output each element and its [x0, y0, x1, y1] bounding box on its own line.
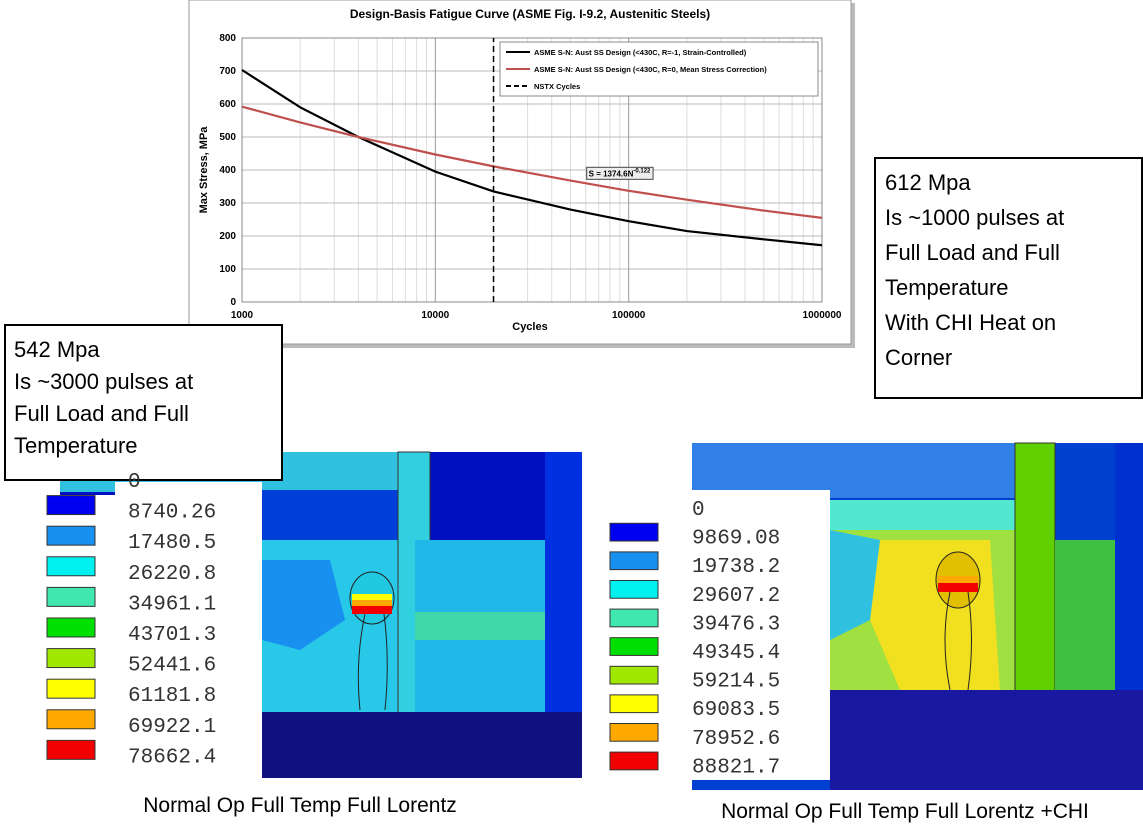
contour-swatch — [47, 740, 95, 759]
contour-swatch — [47, 496, 95, 515]
note-line: 542 Mpa — [14, 337, 100, 362]
contour-swatch — [610, 695, 658, 713]
chart-title: Design-Basis Fatigue Curve (ASME Fig. I-… — [350, 7, 710, 21]
contour-level: 0 — [692, 499, 705, 522]
x-tick-label: 10000 — [421, 310, 449, 321]
contour-swatch — [610, 552, 658, 570]
contour-level: 19738.2 — [692, 556, 780, 579]
note-line: 612 Mpa — [885, 170, 971, 195]
contour-swatch — [610, 523, 658, 541]
caption: Normal Op Full Temp Full Lorentz +CHI — [721, 800, 1089, 823]
contour-level: 17480.5 — [128, 532, 216, 555]
contour-level: 69922.1 — [128, 716, 216, 739]
y-tick-label: 600 — [219, 99, 236, 110]
contour-level: 39476.3 — [692, 613, 780, 636]
y-tick-label: 800 — [219, 33, 236, 44]
contour-swatch — [610, 666, 658, 684]
slide: Design-Basis Fatigue Curve (ASME Fig. I-… — [0, 0, 1143, 830]
note-line: Temperature — [14, 433, 138, 458]
fea-right — [600, 443, 1143, 790]
contour-level: 69083.5 — [692, 699, 780, 722]
contour-level: 26220.8 — [128, 563, 216, 586]
y-tick-label: 0 — [230, 297, 236, 308]
contour-level: 78952.6 — [692, 728, 780, 751]
contour-swatch — [47, 710, 95, 729]
contour-swatch — [610, 752, 658, 770]
x-axis-label: Cycles — [512, 321, 547, 333]
note-line: With CHI Heat on — [885, 310, 1056, 335]
contour-level: 34961.1 — [128, 593, 216, 616]
contour-swatch — [47, 526, 95, 545]
x-tick-label: 1000000 — [803, 310, 842, 321]
contour-level: 0 — [128, 471, 141, 494]
contour-level: 43701.3 — [128, 624, 216, 647]
contour-swatch — [47, 587, 95, 606]
contour-swatch — [610, 580, 658, 598]
contour-level: 9869.08 — [692, 528, 780, 551]
x-tick-label: 100000 — [612, 310, 646, 321]
note-line: Temperature — [885, 275, 1009, 300]
contour-swatch — [610, 638, 658, 656]
x-tick-label: 1000 — [231, 310, 254, 321]
legend-label: ASME S-N: Aust SS Design (<430C, R=0, Me… — [534, 65, 767, 74]
note-line: Is ~3000 pulses at — [14, 369, 193, 394]
page: Design-Basis Fatigue Curve (ASME Fig. I-… — [0, 0, 1143, 830]
contour-swatch — [47, 679, 95, 698]
contour-level: 88821.7 — [692, 756, 780, 779]
annotation-text: S = 1374.6N — [589, 169, 634, 178]
contour-swatch — [610, 609, 658, 627]
contour-level: 78662.4 — [128, 746, 216, 769]
y-axis-label: Max Stress, MPa — [198, 126, 210, 214]
note-line: Full Load and Full — [14, 401, 189, 426]
contour-swatch — [47, 649, 95, 668]
contour-level: 61181.8 — [128, 685, 216, 708]
contour-level: 29607.2 — [692, 585, 780, 608]
annotation-superscript: -0.122 — [633, 168, 651, 174]
note-line: Full Load and Full — [885, 240, 1060, 265]
contour-level: 52441.6 — [128, 655, 216, 678]
legend-label: NSTX Cycles — [534, 82, 580, 91]
contour-level: 59214.5 — [692, 671, 780, 694]
y-tick-label: 400 — [219, 165, 236, 176]
y-tick-label: 300 — [219, 198, 236, 209]
contour-swatch — [47, 618, 95, 637]
contour-level: 49345.4 — [692, 642, 780, 665]
contour-level: 8740.26 — [128, 502, 216, 525]
y-tick-label: 700 — [219, 66, 236, 77]
legend: ASME S-N: Aust SS Design (<430C, R=-1, S… — [500, 42, 818, 96]
y-tick-label: 100 — [219, 264, 236, 275]
contour-swatch — [47, 557, 95, 576]
fea-left — [38, 452, 582, 778]
note-line: Corner — [885, 345, 952, 370]
contour-swatch — [610, 723, 658, 741]
y-tick-label: 200 — [219, 231, 236, 242]
legend-label: ASME S-N: Aust SS Design (<430C, R=-1, S… — [534, 48, 747, 57]
y-tick-label: 500 — [219, 132, 236, 143]
note-line: Is ~1000 pulses at — [885, 205, 1064, 230]
caption: Normal Op Full Temp Full Lorentz — [143, 794, 457, 817]
